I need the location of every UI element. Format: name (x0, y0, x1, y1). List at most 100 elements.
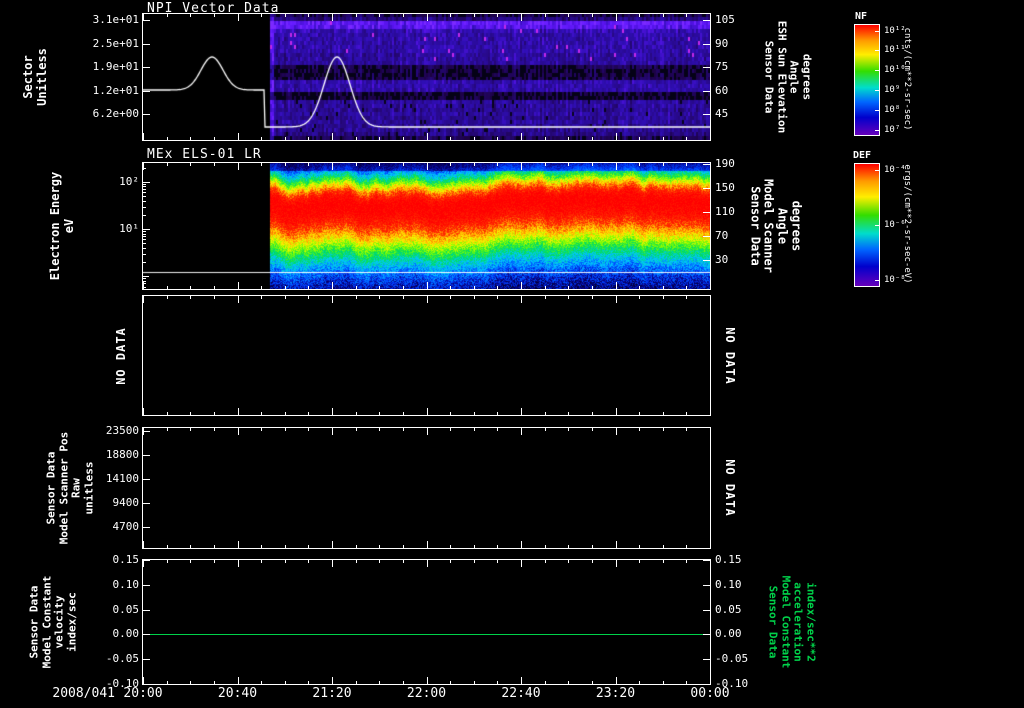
tick-mark (167, 163, 168, 166)
y-tick-label-left: 3.1e+01 (92, 13, 139, 27)
label-line: index/sec**2 (804, 582, 818, 662)
y-tick-label-right: 0.05 (715, 602, 742, 616)
tick-mark (497, 296, 498, 299)
tick-mark (238, 296, 239, 303)
tick-mark (592, 286, 593, 289)
colorbar-nf (854, 24, 880, 136)
tick-mark (143, 541, 144, 548)
tick-mark (143, 276, 149, 277)
tick-mark (568, 296, 569, 299)
tick-mark (356, 286, 357, 289)
y-tick-label-left: 23500 (105, 424, 139, 437)
tick-mark (143, 560, 144, 567)
tick-mark (214, 296, 215, 299)
tick-mark (214, 681, 215, 684)
tick-mark (545, 137, 546, 140)
tick-mark (639, 296, 640, 299)
tick-mark (261, 296, 262, 299)
tick-mark (143, 14, 144, 21)
tick-mark (545, 545, 546, 548)
tick-mark (238, 560, 239, 567)
tick-mark (710, 296, 711, 303)
panel-title-els: MEx ELS-01 LR (147, 147, 262, 162)
x-tick-label: 00:00 (690, 686, 730, 701)
tick-mark (403, 681, 404, 684)
y-tick-label-left: 4700 (112, 520, 140, 533)
tick-mark (143, 133, 144, 140)
label-line: Unitless (35, 48, 49, 106)
y-tick-label-left: 10¹ (119, 222, 139, 236)
tick-mark (497, 560, 498, 563)
tick-mark (285, 560, 286, 563)
y-tick-label-left: 9400 (112, 496, 140, 509)
tick-mark (167, 14, 168, 17)
tick-mark (308, 560, 309, 563)
tick-mark (379, 163, 380, 166)
tick-mark (450, 137, 451, 140)
tick-mark (663, 412, 664, 415)
tick-mark (875, 280, 879, 281)
tick-mark (143, 243, 146, 244)
tick-mark (143, 262, 146, 263)
label-line: NO DATA (722, 459, 737, 517)
tick-mark (568, 681, 569, 684)
tick-mark (379, 137, 380, 140)
tick-mark (427, 133, 428, 140)
tick-mark (332, 677, 333, 684)
tick-mark (568, 14, 569, 17)
tick-mark (143, 215, 146, 216)
tick-mark (190, 163, 191, 166)
tick-mark (143, 287, 146, 288)
tick-mark (875, 70, 879, 71)
tick-mark (703, 164, 710, 165)
label-line: ESH Sun Elevation (775, 20, 788, 134)
tick-mark (332, 560, 333, 567)
tick-mark (427, 14, 428, 21)
tick-mark (143, 163, 144, 170)
tick-mark (639, 545, 640, 548)
tick-mark (427, 560, 428, 567)
tick-mark (403, 428, 404, 431)
tick-mark (167, 296, 168, 299)
tick-mark (592, 545, 593, 548)
tick-mark (332, 14, 333, 21)
tick-mark (497, 14, 498, 17)
tick-mark (143, 659, 150, 660)
y-tick-label-left: 0.15 (112, 553, 140, 566)
tick-mark (703, 560, 710, 561)
tick-mark (474, 560, 475, 563)
tick-mark (545, 163, 546, 166)
tick-mark (379, 286, 380, 289)
y-tick-label-right: 70 (715, 229, 729, 243)
tick-mark (875, 31, 879, 32)
tick-mark (663, 163, 664, 166)
tick-mark (190, 412, 191, 415)
x-tick-label: 20:00 (123, 686, 163, 701)
tick-mark (308, 428, 309, 431)
tick-mark (703, 659, 710, 660)
tick-mark (167, 412, 168, 415)
y-tick-label-left: 18800 (105, 448, 139, 461)
tick-mark (143, 168, 146, 169)
tick-mark (403, 412, 404, 415)
tick-mark (143, 192, 146, 193)
tick-mark (308, 296, 309, 299)
tick-mark (450, 681, 451, 684)
tick-mark (356, 163, 357, 166)
tick-mark (143, 610, 150, 611)
tick-mark (143, 503, 150, 504)
tick-mark (143, 201, 146, 202)
tick-mark (474, 428, 475, 431)
tick-mark (214, 137, 215, 140)
tick-mark (332, 133, 333, 140)
tick-mark (568, 428, 569, 431)
y-tick-label-left: 1.2e+01 (92, 83, 139, 97)
tick-mark (703, 610, 710, 611)
tick-mark (639, 560, 640, 563)
tick-mark (703, 67, 710, 68)
tick-mark (663, 545, 664, 548)
tick-mark (568, 286, 569, 289)
tick-mark (521, 408, 522, 415)
tick-mark (238, 677, 239, 684)
tick-mark (238, 541, 239, 548)
